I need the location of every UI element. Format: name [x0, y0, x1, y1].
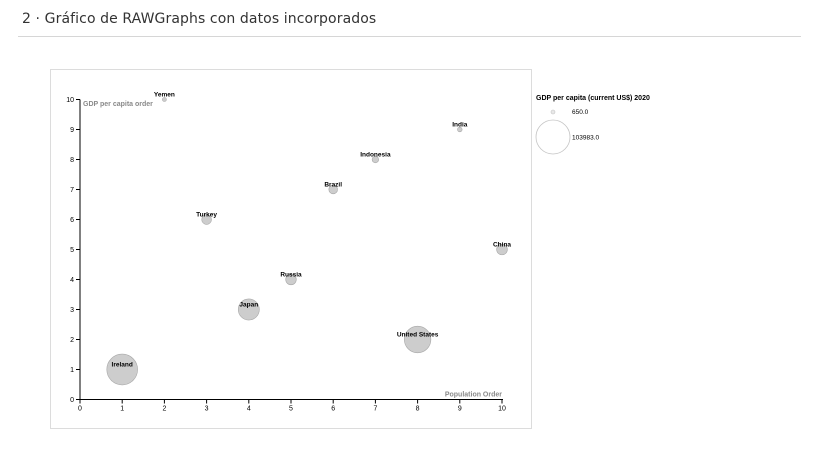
point-label: Turkey [196, 212, 217, 219]
x-tick-label: 4 [247, 406, 251, 413]
legend-min-circle [550, 109, 556, 115]
point-label: China [493, 242, 511, 249]
x-tick-label: 3 [205, 406, 209, 413]
y-tick-label: 8 [70, 157, 74, 164]
point-label: Japan [239, 302, 258, 309]
point-label: Yemen [154, 92, 175, 99]
axes-group: 0 1 2 3 4 5 6 7 8 9 10 0 1 2 3 4 5 6 7 8 9 10 [66, 97, 506, 413]
point-label: Ireland [112, 362, 133, 369]
y-tick-label: 2 [70, 337, 74, 344]
legend-max-circle [535, 119, 571, 155]
size-legend: GDP per capita (current US$) 2020 650.0 … [535, 95, 650, 155]
y-tick-label: 6 [70, 217, 74, 224]
bubble-china [496, 243, 508, 256]
bubble-indonesia [371, 155, 379, 164]
y-tick-label: 3 [70, 307, 74, 314]
point-label: Indonesia [360, 152, 391, 159]
legend-max-value: 103983.0 [572, 135, 599, 142]
x-tick-label: 0 [78, 406, 82, 413]
x-axis-title: Population Order [445, 392, 502, 399]
point-label: United States [397, 332, 439, 339]
y-tick-label: 1 [70, 367, 74, 374]
title-divider [18, 36, 801, 37]
y-tick-label: 10 [66, 97, 74, 104]
bubble-brazil [328, 184, 338, 195]
legend-title: GDP per capita (current US$) 2020 [536, 95, 650, 102]
chart-frame [50, 69, 532, 429]
point-label: India [452, 122, 468, 129]
bubble-japan [237, 298, 260, 321]
x-tick-label: 7 [373, 406, 377, 413]
point-label: Russia [280, 272, 302, 279]
x-tick-label: 10 [498, 406, 506, 413]
y-tick-label: 7 [70, 187, 74, 194]
bubble-yemen [162, 97, 167, 102]
y-tick-label: 0 [70, 397, 74, 404]
y-tick-label: 4 [70, 277, 74, 284]
bubble-russia [285, 273, 297, 286]
x-tick-label: 1 [120, 406, 124, 413]
bubble-turkey [201, 214, 212, 225]
x-tick-label: 8 [416, 406, 420, 413]
bubble-united-states [404, 325, 432, 354]
y-axis-title: GDP per capita order [83, 101, 153, 108]
y-tick-label: 9 [70, 127, 74, 134]
page-title: 2 · Gráfico de RAWGraphs con datos incor… [22, 11, 377, 27]
bubble-india [457, 126, 463, 133]
point-label: Brazil [324, 182, 342, 189]
x-tick-label: 6 [331, 406, 335, 413]
point-labels-group: Ireland Yemen Turkey Japan Russia Brazil Indon… [112, 92, 512, 369]
x-tick-label: 9 [458, 406, 462, 413]
x-tick-label: 2 [162, 406, 166, 413]
y-tick-label: 5 [70, 247, 74, 254]
bubble-ireland [106, 353, 138, 386]
legend-min-value: 650.0 [572, 109, 589, 116]
x-tick-label: 5 [289, 406, 293, 413]
bubbles-group [106, 97, 508, 386]
